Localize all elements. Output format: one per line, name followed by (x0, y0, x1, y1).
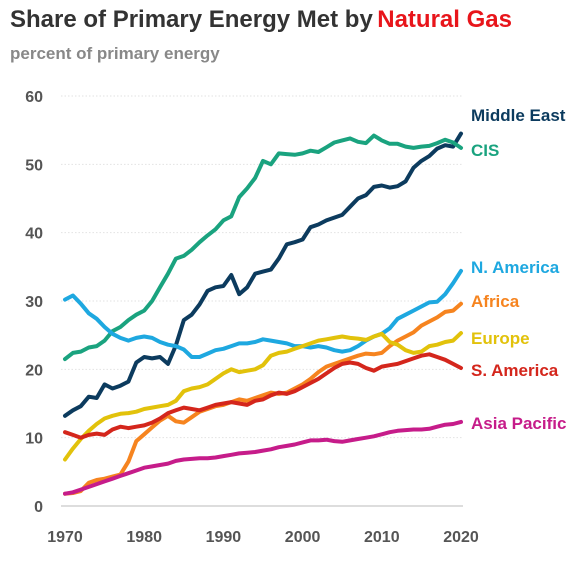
chart-title: Share of Primary Energy Met by Natural G… (10, 6, 512, 33)
series-line-n-america (63, 268, 463, 359)
x-tick-label: 1970 (47, 529, 83, 546)
series-line-asia-pacific (63, 419, 463, 496)
series-label-n-america: N. America (471, 258, 560, 277)
y-tick-label: 10 (25, 431, 43, 448)
y-tick-label: 50 (25, 157, 43, 174)
x-tick-label: 1990 (206, 529, 242, 546)
series-label-cis: CIS (471, 141, 499, 160)
x-tick-label: 2000 (285, 529, 321, 546)
x-tick-label: 2020 (443, 529, 479, 546)
y-tick-label: 20 (25, 362, 43, 379)
x-tick-label: 1980 (126, 529, 162, 546)
series-line-cis (63, 133, 463, 362)
series-label-s-america: S. America (471, 361, 559, 380)
grid (61, 95, 463, 507)
series-label-asia-pacific: Asia Pacific (471, 414, 566, 433)
chart-title-highlight: Natural Gas (377, 6, 512, 33)
series-line-s-america (63, 352, 463, 440)
series-lines (63, 131, 463, 496)
y-tick-label: 0 (34, 499, 43, 516)
series-line-europe (63, 331, 463, 462)
chart-subtitle: percent of primary energy (10, 44, 220, 63)
series-labels: Middle East CIS N. America Africa Europe S. A… (471, 106, 566, 433)
series-line-middle-east (63, 131, 463, 418)
y-tick-label: 30 (25, 294, 43, 311)
x-tick-label: 2010 (364, 529, 400, 546)
series-label-africa: Africa (471, 292, 520, 311)
series-label-europe: Europe (471, 329, 530, 348)
y-tick-label: 40 (25, 226, 43, 243)
chart-title-main: Share of Primary Energy Met by (10, 6, 373, 33)
axis-ticks: 0 10 20 30 40 50 60 1970 1980 1990 2000 2010 2020 (25, 89, 479, 546)
series-label-middle-east: Middle East (471, 106, 566, 125)
y-tick-label: 60 (25, 89, 43, 106)
